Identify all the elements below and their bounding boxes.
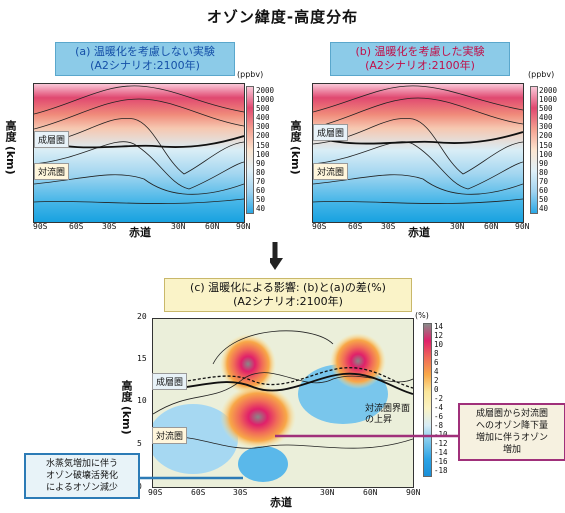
panel-b-subtitle: (A2シナリオ:2100年) (365, 59, 475, 72)
panel-b-contour-3 (313, 117, 523, 175)
panel-a-colorbar (246, 86, 254, 214)
panel-c-colorbar-labels: 14 12 10 8 6 4 2 0 -2 -4 -6 -8 -10 -12 -14 -16 -18 (434, 322, 448, 475)
panel-b-equator: 赤道 (408, 226, 430, 239)
panel-b-xtick-1: 60S (348, 222, 363, 231)
panel-b-colorbar-labels: 2000 1000 500 400 300 200 150 100 90 80 70 60 50 40 (539, 86, 558, 214)
panel-a-xtick-6: 90N (236, 222, 251, 231)
panel-c-tropopause-upper (153, 367, 413, 389)
panel-c-ytick-10: 10 (137, 396, 147, 405)
panel-c-ytick-5: 5 (137, 439, 142, 448)
callout-left: 水蒸気増加に伴う オゾン破壊活発化 によるオゾン減少 (24, 453, 140, 499)
panel-c-label: (c) 温暖化による影響: (b)と(a)の差(%) (190, 281, 386, 294)
panel-b-contour-1 (313, 85, 523, 113)
panel-b-xtick-6: 90N (515, 222, 530, 231)
panel-b-label: (b) 温暖化を考慮した実験 (355, 45, 485, 58)
panel-c-tropopause-label: 対流圏界面の上昇 (365, 404, 411, 425)
panel-c-hot-spot-1 (220, 334, 276, 394)
panel-a-contour-2 (34, 98, 244, 130)
panel-c-ylabel: 高度 (km) (120, 380, 133, 435)
panel-c-contour-1 (212, 330, 334, 365)
panel-b-xtick-0: 90S (312, 222, 327, 231)
panel-c-xtick-0: 90S (148, 488, 163, 497)
panel-c-equator: 赤道 (270, 496, 292, 509)
panel-a-colorbar-labels: 2000 1000 500 400 300 200 150 100 90 80 70 60 50 40 (256, 86, 275, 214)
panel-c-units: (%) (415, 311, 429, 320)
panel-c-xtick-1: 60S (191, 488, 206, 497)
panel-a-contour-1 (34, 85, 244, 115)
panel-a-field (34, 84, 244, 222)
panel-a-contour-6 (34, 198, 244, 204)
panel-c-title: (c) 温暖化による影響: (b)と(a)の差(%) (A2シナリオ:2100年… (164, 278, 412, 312)
panel-c-ytick-15: 15 (137, 354, 147, 363)
panel-a-title: (a) 温暖化を考慮しない実験 (A2シナリオ:2100年) (55, 42, 235, 76)
panel-a-xtick-4: 30N (171, 222, 186, 231)
panel-b-xtick-2: 30S (381, 222, 396, 231)
panel-a-strat-label: 成層圏 (34, 131, 70, 148)
panel-b-heatmap (313, 84, 523, 222)
panel-a-xtick-5: 60N (205, 222, 220, 231)
panel-a-equator: 赤道 (129, 226, 151, 239)
panel-b-title: (b) 温暖化を考慮した実験 (A2シナリオ:2100年) (330, 42, 510, 76)
panel-b-contour-2 (313, 97, 523, 129)
panel-a-trop-label: 対流圏 (34, 163, 70, 180)
callout-right: 成層圏から対流圏 へのオゾン降下量 増加に伴うオゾン 増加 (458, 403, 565, 461)
panel-b-tropopause (313, 131, 523, 145)
panel-b-trop-label: 対流圏 (313, 163, 349, 180)
panel-c-heatmap (153, 319, 413, 487)
panel-a-contour-4 (34, 141, 244, 190)
panel-c-plot (152, 318, 414, 488)
panel-a-label: (a) 温暖化を考慮しない実験 (75, 45, 215, 58)
panel-a-xtick-1: 60S (69, 222, 84, 231)
panel-a-contour-3 (34, 117, 244, 175)
panel-c-contour-3 (153, 436, 413, 449)
panel-c-ytick-20: 20 (137, 312, 147, 321)
panel-c-colorbar (423, 323, 432, 477)
panel-b-colorbar (530, 86, 538, 214)
panel-b-units: (ppbv) (528, 70, 555, 79)
panel-a-xtick-0: 90S (33, 222, 48, 231)
panel-a-contour-5 (34, 174, 244, 195)
panel-b-contour-5 (313, 174, 523, 195)
panel-c-trop-label: 対流圏 (152, 427, 188, 444)
panel-c-xtick-4: 30N (320, 488, 335, 497)
panel-b-strat-label: 成層圏 (313, 124, 349, 141)
down-arrow-icon (270, 242, 283, 270)
callout-right-pointer (275, 434, 463, 438)
panel-c-subtitle: (A2シナリオ:2100年) (233, 295, 343, 308)
panel-b-contour-6 (313, 198, 523, 204)
panel-a-plot (33, 83, 245, 223)
page-title: オゾン緯度-高度分布 (206, 8, 359, 26)
panel-b-xtick-5: 60N (484, 222, 499, 231)
panel-c-xtick-6: 90N (406, 488, 421, 497)
panel-c-strat-label: 成層圏 (152, 373, 188, 390)
panel-a-heatmap (34, 84, 244, 222)
panel-a-ylabel: 高度 (km) (4, 120, 17, 175)
panel-c-hot-spot-3 (220, 385, 296, 449)
panel-c-hot-spot-2 (330, 333, 386, 389)
panel-b-xtick-4: 30N (450, 222, 465, 231)
callout-left-pointer (125, 476, 243, 480)
panel-c-xtick-5: 60N (363, 488, 378, 497)
panel-b-field (313, 84, 523, 222)
panel-c-tropopause-lower (153, 372, 413, 395)
panel-b-ylabel: 高度 (km) (289, 120, 302, 175)
panel-b-plot (312, 83, 524, 223)
panel-a-subtitle: (A2シナリオ:2100年) (90, 59, 200, 72)
panel-c-blue-region-3 (238, 446, 288, 482)
panel-a-xtick-2: 30S (102, 222, 117, 231)
panel-c-xtick-2: 30S (233, 488, 248, 497)
panel-a-units: (ppbv) (237, 70, 264, 79)
panel-b-contour-4 (313, 141, 523, 190)
